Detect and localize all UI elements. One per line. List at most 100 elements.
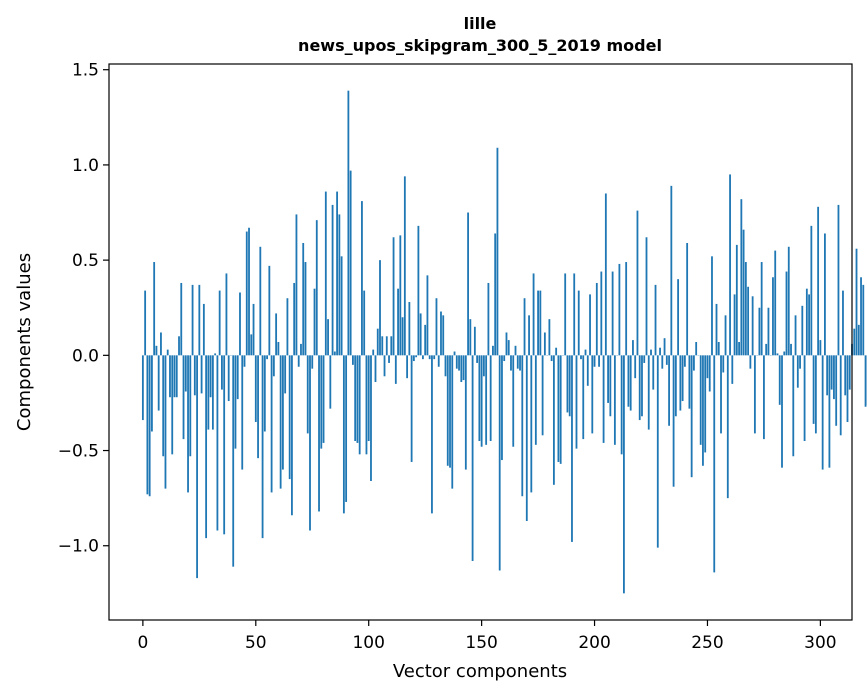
bar-217 bbox=[632, 340, 634, 356]
bar-225 bbox=[650, 349, 652, 356]
bar-287 bbox=[790, 343, 792, 356]
bar-204 bbox=[602, 355, 605, 443]
bar-88 bbox=[340, 256, 343, 356]
bar-68 bbox=[295, 214, 298, 356]
bar-108 bbox=[385, 336, 388, 356]
bar-296 bbox=[810, 225, 813, 356]
bar-144 bbox=[467, 212, 469, 356]
bar-148 bbox=[476, 355, 479, 363]
bar-258 bbox=[724, 315, 727, 356]
bar-107 bbox=[383, 355, 386, 377]
bar-157 bbox=[496, 147, 499, 356]
bar-105 bbox=[379, 260, 381, 356]
bar-147 bbox=[473, 326, 476, 356]
bar-5 bbox=[153, 262, 156, 356]
bar-255 bbox=[717, 342, 720, 356]
bar-4 bbox=[151, 355, 153, 432]
bar-191 bbox=[573, 273, 576, 356]
chart-title-line-1: lille bbox=[464, 14, 497, 33]
bar-282 bbox=[778, 355, 781, 405]
bar-201 bbox=[595, 282, 598, 356]
bar-295 bbox=[808, 294, 810, 356]
y-tick-label: −0.5 bbox=[58, 442, 99, 462]
bar-254 bbox=[715, 303, 718, 356]
bar-154 bbox=[489, 355, 492, 442]
bar-275 bbox=[763, 355, 765, 440]
bar-24 bbox=[196, 355, 198, 579]
y-tick-label: 1.5 bbox=[72, 61, 99, 81]
bar-96 bbox=[358, 355, 361, 455]
bar-69 bbox=[297, 355, 300, 367]
bar-101 bbox=[370, 355, 372, 481]
bar-276 bbox=[765, 343, 768, 356]
bar-281 bbox=[776, 353, 779, 356]
bar-158 bbox=[498, 355, 501, 571]
bar-288 bbox=[792, 355, 795, 457]
bar-100 bbox=[367, 355, 370, 442]
bar-35 bbox=[221, 355, 223, 390]
bar-16 bbox=[178, 336, 180, 356]
bar-125 bbox=[424, 324, 427, 356]
bar-189 bbox=[568, 355, 571, 417]
bar-178 bbox=[543, 332, 546, 356]
bar-28 bbox=[205, 355, 208, 539]
bar-226 bbox=[652, 355, 655, 390]
bar-302 bbox=[824, 233, 826, 356]
bar-2 bbox=[146, 355, 149, 495]
bar-114 bbox=[399, 235, 402, 356]
bar-238 bbox=[679, 355, 682, 411]
bars-group bbox=[141, 90, 867, 594]
bar-211 bbox=[618, 263, 621, 356]
bar-122 bbox=[417, 225, 420, 356]
bar-293 bbox=[803, 355, 806, 442]
bar-306 bbox=[833, 355, 835, 400]
bar-42 bbox=[236, 355, 239, 400]
bar-180 bbox=[548, 319, 551, 356]
bar-40 bbox=[232, 355, 235, 567]
bar-208 bbox=[611, 271, 614, 356]
bar-264 bbox=[738, 342, 740, 356]
bar-3 bbox=[148, 355, 151, 497]
bar-163 bbox=[510, 355, 512, 371]
bar-273 bbox=[758, 307, 761, 356]
y-axis-ticks: −1.0 −0.5 0.0 0.5 1.0 1.5 bbox=[58, 61, 109, 557]
bar-120 bbox=[412, 355, 415, 362]
bar-267 bbox=[744, 262, 747, 356]
bar-274 bbox=[760, 262, 763, 356]
bar-197 bbox=[586, 355, 589, 386]
bar-310 bbox=[842, 290, 844, 356]
bar-209 bbox=[613, 355, 616, 445]
bar-76 bbox=[313, 288, 316, 356]
bar-135 bbox=[446, 355, 449, 466]
bar-110 bbox=[390, 336, 393, 356]
bar-231 bbox=[663, 338, 666, 356]
bar-54 bbox=[263, 355, 266, 432]
bar-52 bbox=[259, 246, 262, 356]
bar-151 bbox=[482, 355, 485, 377]
bar-109 bbox=[388, 355, 390, 363]
bar-242 bbox=[688, 355, 691, 409]
bar-200 bbox=[593, 355, 596, 367]
bar-134 bbox=[444, 355, 447, 377]
x-tick-label: 0 bbox=[137, 633, 148, 653]
bar-269 bbox=[749, 355, 752, 369]
bar-7 bbox=[157, 355, 160, 411]
bar-265 bbox=[740, 199, 743, 356]
bar-41 bbox=[234, 355, 237, 449]
bar-212 bbox=[620, 355, 623, 455]
bar-160 bbox=[503, 355, 506, 362]
bar-174 bbox=[534, 355, 537, 445]
bar-116 bbox=[403, 176, 406, 356]
bar-61 bbox=[279, 355, 282, 489]
x-axis-ticks: 0 50 100 150 200 250 300 bbox=[137, 620, 837, 653]
y-tick-label: 0.5 bbox=[72, 251, 99, 271]
bar-227 bbox=[654, 284, 657, 356]
bar-31 bbox=[211, 355, 214, 430]
bar-132 bbox=[440, 311, 442, 356]
bar-270 bbox=[751, 296, 754, 356]
bar-232 bbox=[665, 355, 668, 365]
bar-177 bbox=[541, 355, 544, 436]
bar-117 bbox=[406, 355, 409, 379]
bar-104 bbox=[376, 328, 379, 356]
